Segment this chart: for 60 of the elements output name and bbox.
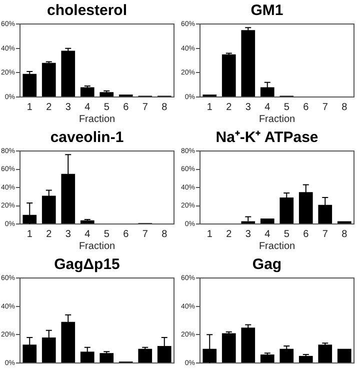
x-tick-label: 5 xyxy=(104,102,110,113)
x-tick-label: 1 xyxy=(206,228,213,240)
chart-title: Gag xyxy=(252,256,282,274)
chart-title: Na⁺-K⁺ ATPase xyxy=(216,129,318,146)
x-tick-label: 4 xyxy=(84,102,91,113)
x-tick-label: 6 xyxy=(303,102,310,113)
bar xyxy=(280,348,294,362)
x-tick-label: 2 xyxy=(46,228,52,240)
x-tick-label: 8 xyxy=(342,102,348,113)
chart-title: GagΔp15 xyxy=(54,256,120,274)
x-axis-title: Fraction xyxy=(78,240,116,252)
x-tick-label: 5 xyxy=(284,102,290,113)
chart-title: cholesterol xyxy=(46,2,128,20)
bar xyxy=(80,220,94,224)
x-tick-label: 7 xyxy=(322,102,328,113)
bar xyxy=(260,218,274,224)
x-tick-label: 2 xyxy=(226,102,232,113)
x-tick-label: 6 xyxy=(123,228,130,240)
x-axis-title: Fraction xyxy=(258,240,296,252)
bar xyxy=(337,348,352,362)
x-tick-label: 1 xyxy=(26,102,33,113)
bar xyxy=(100,353,114,362)
bar xyxy=(241,328,256,362)
chart-title: GM1 xyxy=(250,2,284,20)
bar xyxy=(318,344,332,362)
x-axis-title: Fraction xyxy=(78,114,116,125)
bar xyxy=(222,333,236,362)
bar xyxy=(80,87,94,96)
bar xyxy=(298,356,313,362)
x-axis-title: Fraction xyxy=(258,114,296,125)
x-tick-label: 1 xyxy=(26,228,33,240)
bar xyxy=(61,50,76,96)
bar xyxy=(138,348,152,362)
x-tick-label: 3 xyxy=(245,102,252,113)
bar xyxy=(241,30,256,96)
x-tick-label: 8 xyxy=(162,102,168,113)
chart-title: caveolin-1 xyxy=(50,129,124,146)
bar xyxy=(222,54,236,96)
x-tick-label: 6 xyxy=(123,102,130,113)
bar xyxy=(260,354,274,362)
x-tick-label: 3 xyxy=(65,102,72,113)
x-tick-label: 2 xyxy=(226,228,232,240)
x-tick-label: 7 xyxy=(322,228,328,240)
x-tick-label: 7 xyxy=(142,102,148,113)
x-tick-label: 7 xyxy=(142,228,148,240)
x-tick-label: 4 xyxy=(84,228,91,240)
bar xyxy=(42,62,56,96)
x-tick-label: 6 xyxy=(303,228,310,240)
x-tick-label: 8 xyxy=(342,228,348,240)
x-tick-label: 1 xyxy=(206,102,213,113)
x-tick-label: 4 xyxy=(264,228,271,240)
x-tick-label: 5 xyxy=(284,228,290,240)
bar xyxy=(100,92,114,96)
bar xyxy=(22,74,37,96)
x-tick-label: 3 xyxy=(245,228,252,240)
x-tick-label: 2 xyxy=(46,102,52,113)
x-tick-label: 5 xyxy=(104,228,110,240)
x-tick-label: 3 xyxy=(65,228,72,240)
x-tick-label: 4 xyxy=(264,102,271,113)
x-tick-label: 8 xyxy=(162,228,168,240)
